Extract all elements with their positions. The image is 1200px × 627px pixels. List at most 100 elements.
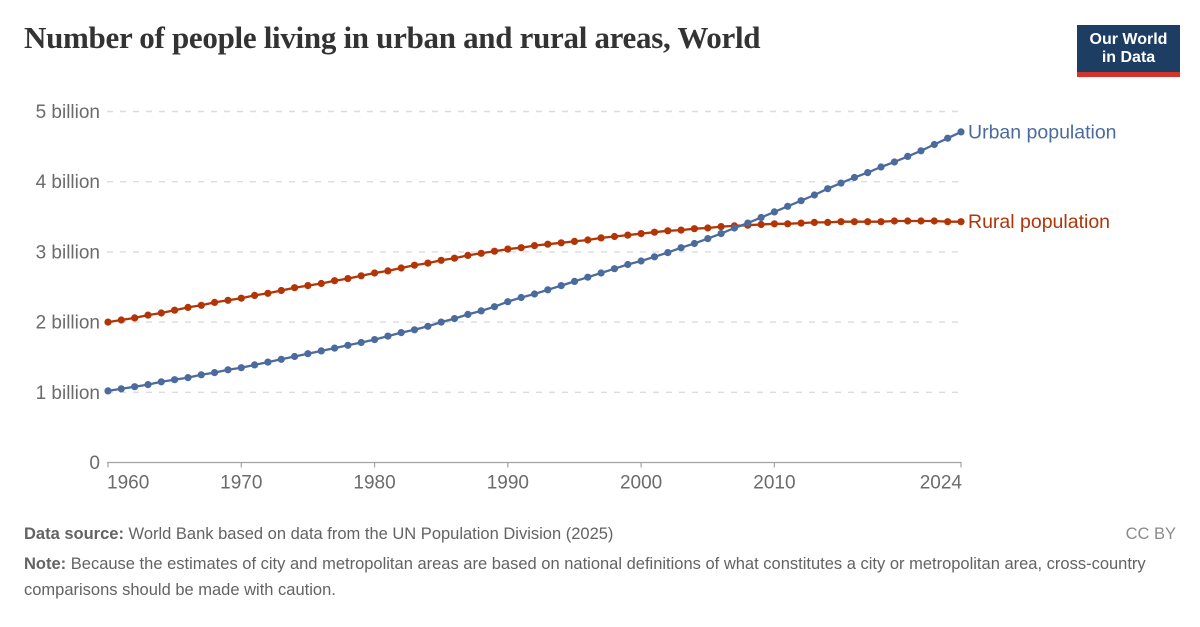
urban-series-point[interactable]	[357, 338, 365, 347]
rural-series-point[interactable]	[184, 303, 192, 311]
urban-series-point[interactable]	[157, 378, 165, 386]
rural-series-point[interactable]	[810, 218, 819, 226]
urban-series-point[interactable]	[850, 173, 859, 182]
rural-series-point[interactable]	[450, 254, 459, 262]
rural-series-point[interactable]	[637, 230, 645, 238]
rural-series-point[interactable]	[264, 289, 272, 297]
urban-series-point[interactable]	[344, 341, 352, 349]
urban-series-point[interactable]	[264, 358, 272, 366]
urban-series-point[interactable]	[251, 361, 259, 369]
urban-series-point[interactable]	[757, 213, 765, 222]
urban-series-point[interactable]	[317, 347, 325, 355]
urban-series-point[interactable]	[224, 366, 232, 374]
rural-series-point[interactable]	[957, 218, 965, 226]
rural-series-point[interactable]	[864, 218, 872, 226]
rural-series-point[interactable]	[251, 291, 259, 299]
urban-series-point[interactable]	[864, 169, 872, 177]
urban-series-point[interactable]	[570, 277, 579, 285]
rural-series-point[interactable]	[224, 296, 232, 304]
urban-series-point[interactable]	[810, 191, 819, 199]
rural-series-point[interactable]	[610, 232, 619, 241]
rural-series-point[interactable]	[624, 231, 632, 239]
rural-series-point[interactable]	[690, 225, 699, 233]
urban-series-point[interactable]	[637, 257, 645, 265]
urban-series-point[interactable]	[437, 318, 445, 326]
rural-series-point[interactable]	[584, 236, 592, 244]
rural-series-point[interactable]	[344, 275, 352, 283]
urban-series-point[interactable]	[477, 307, 485, 315]
rural-series-point[interactable]	[277, 286, 285, 295]
rural-series-point[interactable]	[490, 247, 499, 255]
urban-series-point[interactable]	[490, 303, 499, 311]
urban-series-point[interactable]	[184, 374, 192, 382]
rural-series-point[interactable]	[424, 259, 432, 267]
rural-series-point[interactable]	[357, 272, 365, 280]
urban-series-point[interactable]	[530, 290, 539, 298]
urban-series-point[interactable]	[824, 185, 832, 193]
rural-series-point[interactable]	[917, 217, 925, 225]
rural-series-point[interactable]	[557, 239, 565, 247]
urban-series-point[interactable]	[797, 197, 805, 205]
urban-series-point[interactable]	[424, 322, 432, 330]
urban-series-point[interactable]	[744, 219, 752, 227]
rural-series-point[interactable]	[717, 223, 725, 231]
rural-series-point[interactable]	[384, 267, 392, 275]
rural-series-point[interactable]	[104, 318, 112, 326]
rural-series-point[interactable]	[530, 242, 539, 250]
rural-series-point[interactable]	[397, 264, 405, 272]
owid-logo[interactable]: Our World in Data	[1077, 25, 1180, 77]
urban-series-point[interactable]	[837, 179, 845, 187]
urban-series-point[interactable]	[504, 298, 512, 306]
rural-series-point[interactable]	[237, 294, 245, 302]
urban-series-point[interactable]	[211, 369, 219, 377]
urban-series-point[interactable]	[371, 336, 379, 344]
urban-series-point[interactable]	[397, 329, 405, 337]
rural-series-point[interactable]	[784, 220, 792, 228]
rural-series-point[interactable]	[197, 301, 205, 309]
rural-series-point[interactable]	[517, 244, 525, 252]
rural-series-point[interactable]	[144, 311, 152, 319]
rural-series-point[interactable]	[131, 314, 139, 322]
urban-series-point[interactable]	[690, 239, 699, 248]
urban-series-point[interactable]	[944, 134, 952, 142]
rural-series-point[interactable]	[117, 316, 125, 324]
urban-series-point[interactable]	[144, 381, 152, 389]
rural-series-point[interactable]	[410, 261, 419, 269]
urban-series-point[interactable]	[917, 147, 925, 155]
rural-series-point[interactable]	[824, 218, 832, 226]
urban-series-point[interactable]	[277, 355, 285, 363]
rural-series-point[interactable]	[704, 224, 712, 232]
urban-series-line[interactable]	[106, 130, 963, 393]
urban-series-point[interactable]	[197, 371, 205, 379]
urban-series-point[interactable]	[517, 293, 525, 302]
rural-series-point[interactable]	[437, 256, 445, 264]
rural-series-point[interactable]	[171, 306, 179, 314]
license-cc-by[interactable]: CC BY	[1125, 525, 1176, 543]
rural-series-point[interactable]	[677, 226, 685, 234]
urban-series-point[interactable]	[304, 350, 312, 358]
urban-series-point[interactable]	[104, 387, 112, 395]
urban-series-point[interactable]	[584, 273, 592, 281]
urban-series-point[interactable]	[610, 265, 619, 273]
urban-series-point[interactable]	[784, 202, 792, 210]
urban-series-point[interactable]	[717, 230, 725, 238]
rural-series-point[interactable]	[650, 228, 659, 236]
rural-series-point[interactable]	[291, 284, 299, 292]
rural-series-point[interactable]	[211, 298, 219, 306]
rural-series-point[interactable]	[837, 218, 845, 226]
urban-series-point[interactable]	[171, 376, 179, 384]
rural-series-point[interactable]	[317, 279, 325, 288]
rural-series-point[interactable]	[890, 217, 899, 225]
rural-series-point[interactable]	[570, 237, 579, 245]
rural-series-point[interactable]	[850, 218, 859, 226]
urban-series-point[interactable]	[131, 383, 139, 391]
urban-series-point[interactable]	[331, 344, 339, 352]
urban-series-point[interactable]	[624, 260, 632, 269]
rural-series-point[interactable]	[770, 220, 779, 228]
rural-series-point[interactable]	[477, 249, 485, 257]
urban-series-point[interactable]	[597, 269, 605, 277]
rural-series-point[interactable]	[371, 269, 379, 277]
rural-series-point[interactable]	[944, 218, 952, 226]
urban-series-point[interactable]	[664, 249, 672, 257]
rural-series-point[interactable]	[464, 251, 472, 259]
